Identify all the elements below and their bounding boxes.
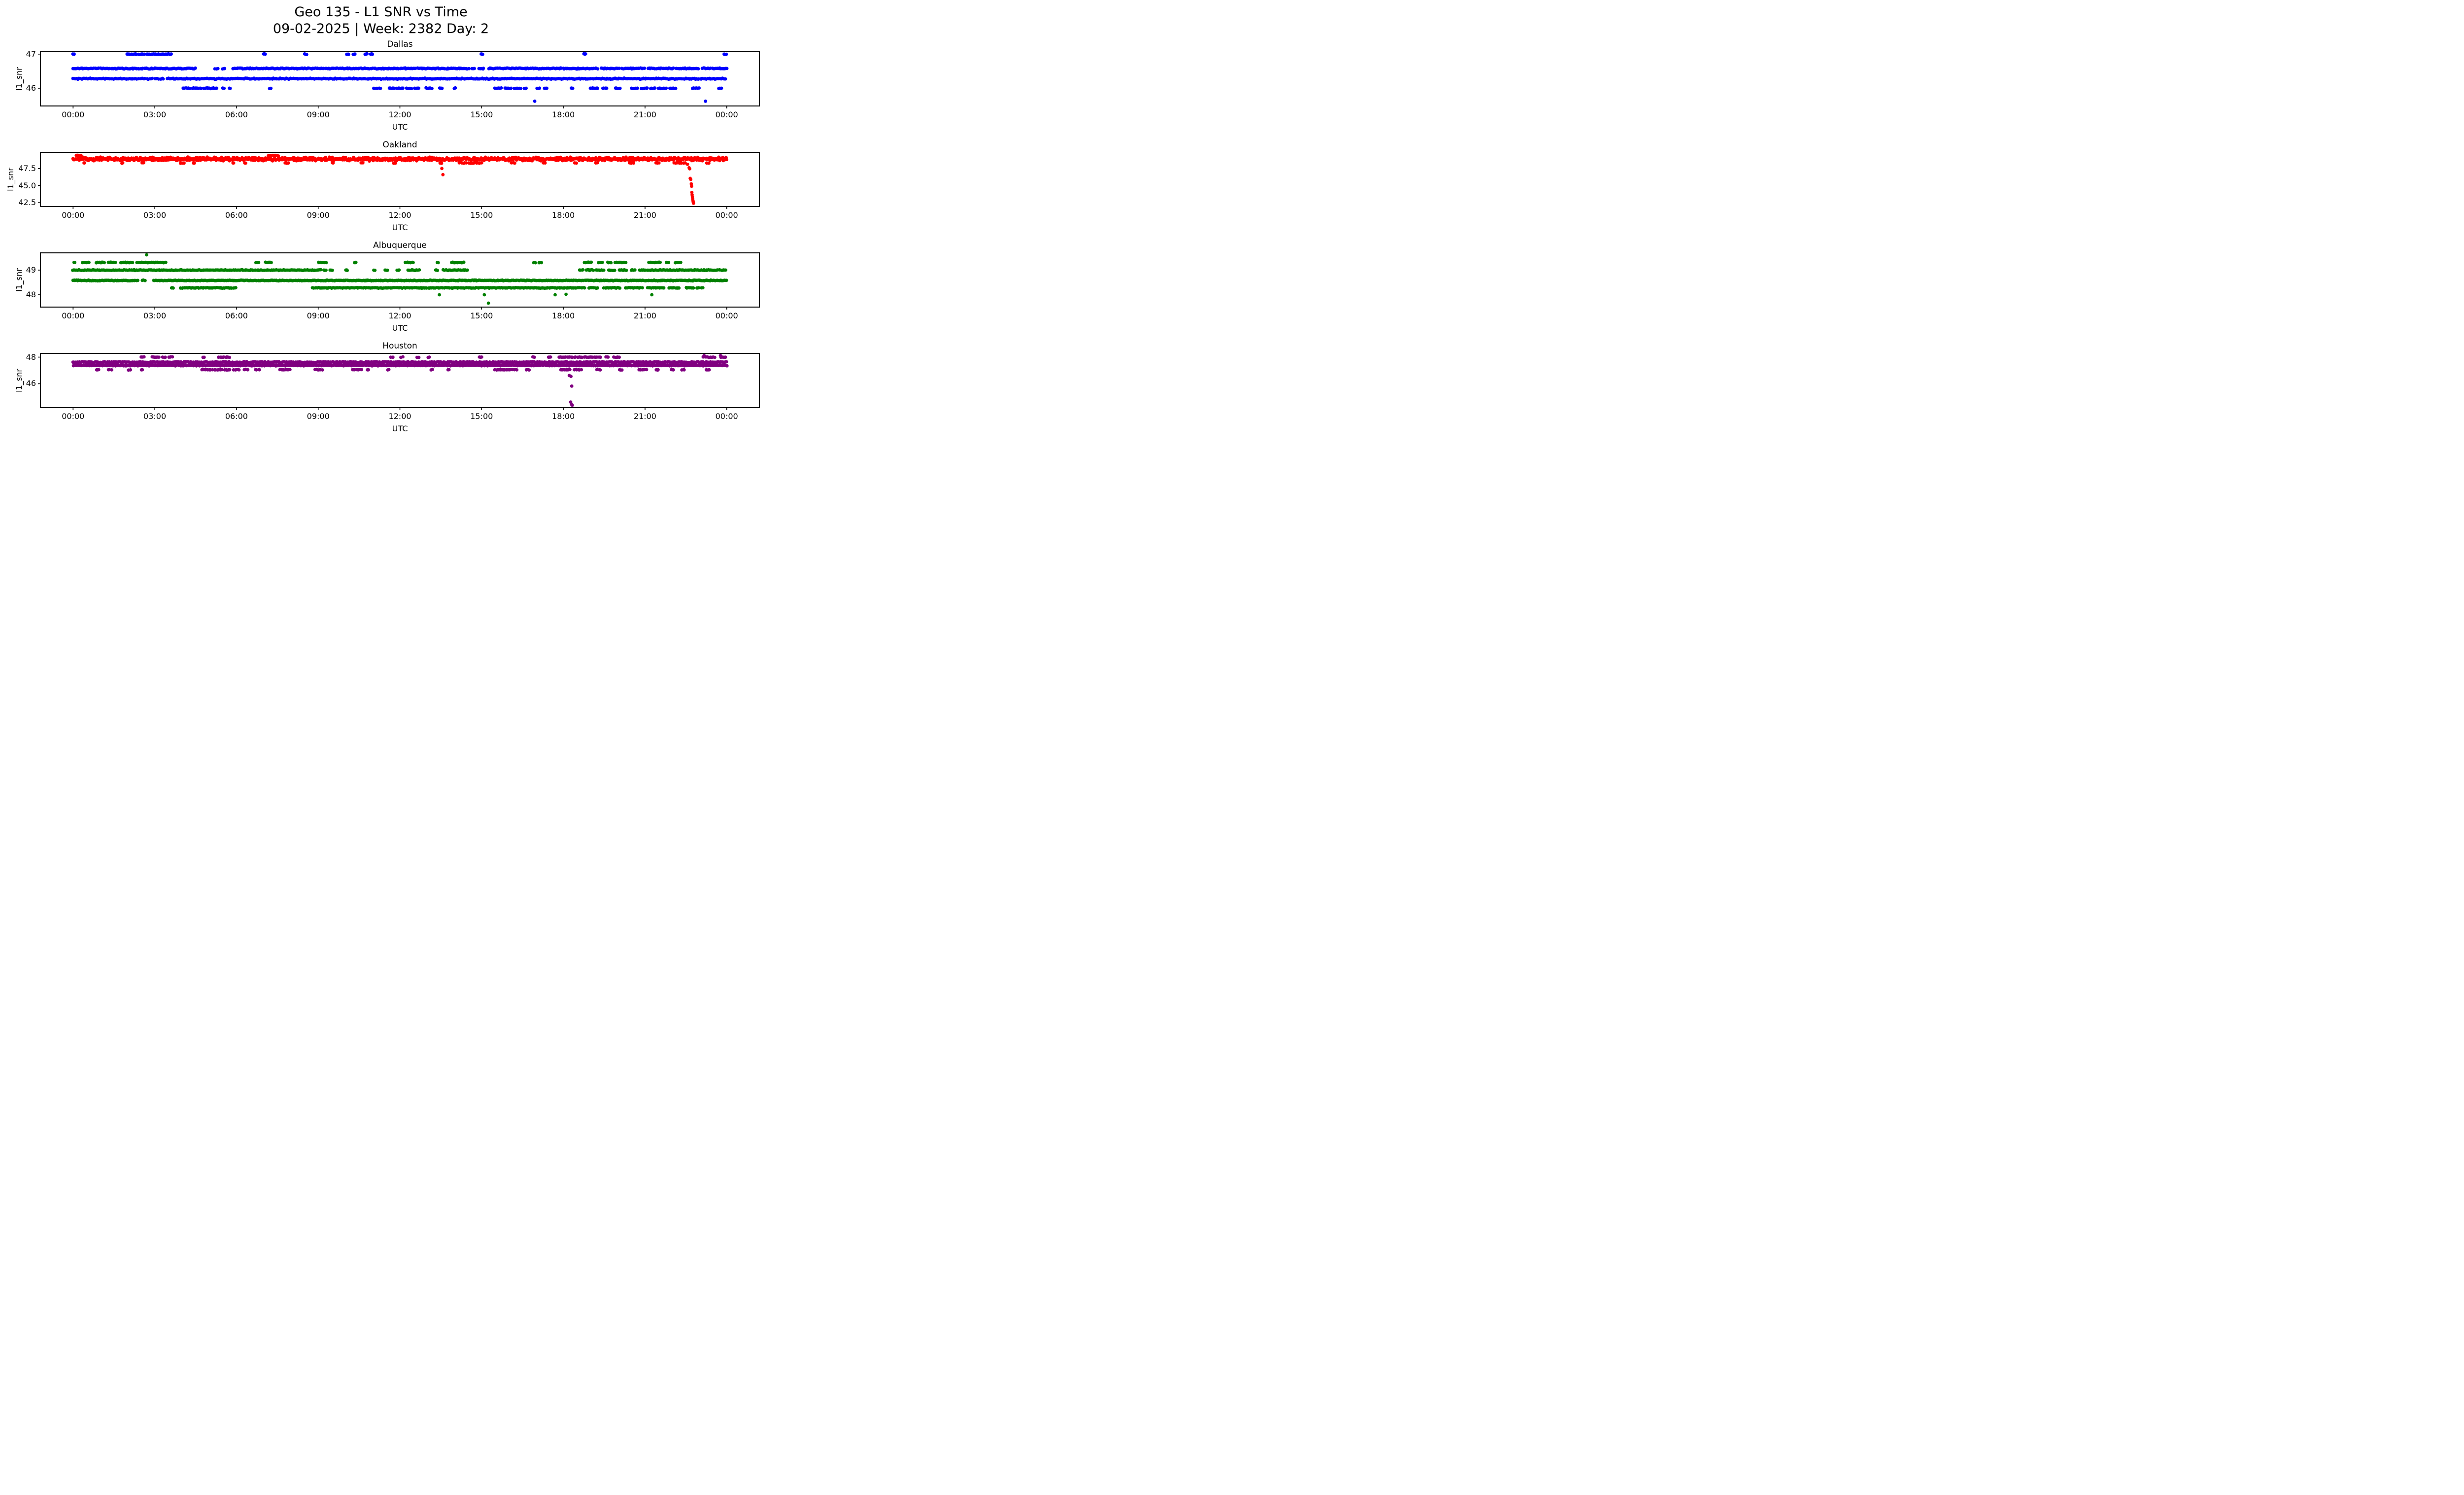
x-tick-label-houston: 00:00 (715, 412, 738, 421)
x-tick-label-houston: 15:00 (470, 412, 493, 421)
x-tick-label-oakland: 00:00 (715, 210, 738, 220)
x-tick-label-albuquerque: 21:00 (633, 311, 656, 320)
x-tick-label-oakland: 21:00 (633, 210, 656, 220)
subplot-title-dallas: Dallas (387, 39, 413, 49)
y-tick-label-albuquerque: 48 (26, 290, 36, 299)
plot-area-oakland (38, 152, 760, 209)
figure-subtitle: 09-02-2025 | Week: 2382 Day: 2 (273, 21, 489, 36)
x-tick-label-albuquerque: 00:00 (62, 311, 85, 320)
x-tick-label-oakland: 03:00 (143, 210, 167, 220)
y-tick-label-oakland: 47.5 (18, 163, 36, 173)
x-tick-label-houston: 00:00 (62, 412, 85, 421)
x-tick-label-dallas: 09:00 (307, 110, 330, 119)
subplot-title-houston: Houston (382, 341, 417, 351)
y-tick-label-houston: 48 (26, 352, 36, 362)
x-tick-label-albuquerque: 18:00 (552, 311, 575, 320)
y-axis-label-houston: l1_snr (14, 369, 24, 392)
subplot-title-oakland: Oakland (382, 140, 417, 150)
x-tick-label-oakland: 15:00 (470, 210, 493, 220)
x-tick-label-dallas: 06:00 (225, 110, 248, 119)
x-tick-label-dallas: 00:00 (62, 110, 85, 119)
x-tick-label-dallas: 15:00 (470, 110, 493, 119)
x-tick-label-oakland: 12:00 (388, 210, 411, 220)
x-tick-label-albuquerque: 15:00 (470, 311, 493, 320)
x-axis-label-oakland: UTC (392, 223, 408, 232)
x-tick-label-oakland: 18:00 (552, 210, 575, 220)
x-tick-label-albuquerque: 12:00 (388, 311, 411, 320)
x-tick-label-oakland: 00:00 (62, 210, 85, 220)
plot-area-dallas (38, 51, 760, 108)
y-tick-label-oakland: 42.5 (18, 198, 36, 208)
y-tick-label-oakland: 45.0 (18, 180, 36, 190)
x-tick-label-dallas: 00:00 (715, 110, 738, 119)
plot-area-albuquerque (38, 252, 760, 310)
x-tick-label-albuquerque: 03:00 (143, 311, 167, 320)
figure-title: Geo 135 - L1 SNR vs Time (294, 4, 468, 20)
x-tick-label-oakland: 06:00 (225, 210, 248, 220)
figure: Geo 135 - L1 SNR vs Time 09-02-2025 | We… (0, 0, 762, 438)
x-tick-label-albuquerque: 00:00 (715, 311, 738, 320)
y-tick-label-dallas: 47 (26, 49, 36, 59)
x-tick-label-albuquerque: 06:00 (225, 311, 248, 320)
x-tick-label-houston: 18:00 (552, 412, 575, 421)
y-tick-label-dallas: 46 (26, 83, 36, 93)
x-tick-label-dallas: 12:00 (388, 110, 411, 119)
x-tick-label-houston: 06:00 (225, 412, 248, 421)
x-axis-label-dallas: UTC (392, 122, 408, 132)
x-tick-label-dallas: 18:00 (552, 110, 575, 119)
x-tick-label-dallas: 21:00 (633, 110, 656, 119)
x-tick-label-houston: 12:00 (388, 412, 411, 421)
plot-area-houston (38, 353, 760, 410)
x-tick-label-dallas: 03:00 (143, 110, 167, 119)
y-axis-label-oakland: l1_snr (5, 168, 15, 191)
x-axis-label-albuquerque: UTC (392, 323, 408, 333)
y-axis-label-albuquerque: l1_snr (14, 268, 24, 292)
y-axis-label-dallas: l1_snr (14, 67, 24, 91)
x-tick-label-houston: 09:00 (307, 412, 330, 421)
x-tick-label-houston: 03:00 (143, 412, 167, 421)
x-tick-label-houston: 21:00 (633, 412, 656, 421)
x-tick-label-oakland: 09:00 (307, 210, 330, 220)
y-tick-label-houston: 46 (26, 379, 36, 388)
y-tick-label-albuquerque: 49 (26, 265, 36, 275)
x-tick-label-albuquerque: 09:00 (307, 311, 330, 320)
subplot-title-albuquerque: Albuquerque (373, 241, 427, 250)
x-axis-label-houston: UTC (392, 424, 408, 433)
